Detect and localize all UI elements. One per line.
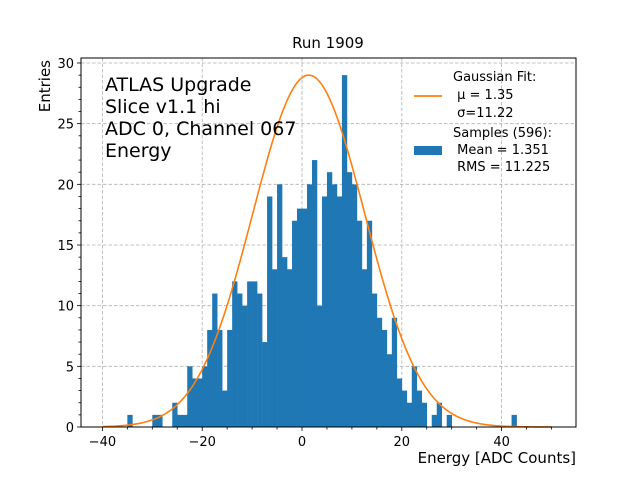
histogram-bar bbox=[376, 317, 383, 427]
axis-ticks: −40 −20 0 20 40 0 5 10 15 20 25 30 bbox=[57, 57, 552, 450]
histogram-bar bbox=[207, 329, 213, 427]
x-tick-label: 20 bbox=[394, 435, 411, 450]
x-axis-label: Energy [ADC Counts] bbox=[418, 449, 576, 467]
y-tick-label: 10 bbox=[57, 300, 74, 315]
annotation-box: ATLAS Upgrade Slice v1.1 hi ADC 0, Chann… bbox=[105, 74, 296, 162]
annotation-line: ATLAS Upgrade bbox=[105, 74, 251, 96]
y-axis-label: Entries bbox=[36, 60, 54, 112]
legend-fit-mu: μ = 1.35 bbox=[453, 88, 514, 103]
y-tick-label: 30 bbox=[57, 57, 74, 72]
histogram-bar bbox=[431, 414, 438, 427]
legend-fit-label: Gaussian Fit: bbox=[453, 70, 536, 85]
histogram-bar bbox=[297, 208, 303, 427]
histogram-bar bbox=[262, 342, 268, 427]
histogram-bar bbox=[187, 366, 193, 427]
histogram-bar bbox=[247, 281, 253, 427]
histogram-bar bbox=[172, 402, 178, 427]
histogram-bar bbox=[391, 317, 398, 427]
histogram-bar bbox=[356, 220, 363, 427]
gaussian-fit-curve bbox=[102, 74, 552, 428]
x-tick-label: 40 bbox=[493, 435, 510, 450]
histogram-bar bbox=[177, 414, 183, 427]
histogram-bar bbox=[257, 293, 263, 427]
histogram-bar bbox=[331, 184, 338, 427]
histogram-bar bbox=[232, 281, 238, 427]
y-tick-label: 25 bbox=[57, 118, 74, 133]
histogram-bar bbox=[351, 184, 358, 427]
histogram-bar bbox=[311, 160, 318, 428]
histogram-bar bbox=[381, 329, 388, 427]
histogram-bar bbox=[222, 390, 228, 427]
annotation-line: Slice v1.1 hi bbox=[105, 96, 221, 118]
histogram-bar bbox=[511, 414, 517, 427]
histogram-bar bbox=[152, 414, 158, 427]
histogram-bar bbox=[371, 293, 378, 427]
histogram-bar bbox=[411, 366, 418, 427]
histogram-bar bbox=[306, 184, 313, 427]
legend-samples-rms: RMS = 11.225 bbox=[453, 160, 550, 175]
histogram-bar bbox=[366, 220, 373, 427]
histogram-bar bbox=[272, 269, 278, 427]
x-tick-label: 0 bbox=[298, 435, 306, 450]
y-tick-label: 20 bbox=[57, 178, 74, 193]
y-tick-label: 5 bbox=[66, 360, 74, 375]
histogram-bar bbox=[182, 414, 188, 427]
y-tick-label: 15 bbox=[57, 239, 74, 254]
legend: Gaussian Fit: μ = 1.35 σ=11.22 Samples (… bbox=[414, 70, 552, 175]
histogram-bar bbox=[386, 354, 393, 427]
histogram-bar bbox=[282, 257, 288, 427]
histogram-bar bbox=[436, 402, 443, 427]
x-tick-label: −40 bbox=[89, 435, 116, 450]
histogram-bar bbox=[416, 390, 423, 427]
histogram-bar bbox=[446, 414, 452, 427]
histogram-bar bbox=[396, 378, 403, 427]
legend-samples-label: Samples (596): bbox=[453, 126, 552, 141]
axes-frame bbox=[80, 57, 577, 428]
histogram-bar bbox=[217, 329, 223, 427]
histogram-bar bbox=[212, 293, 218, 427]
histogram-bar bbox=[346, 172, 353, 427]
histogram-bar bbox=[336, 196, 343, 427]
annotation-line: Energy bbox=[105, 140, 172, 162]
histogram-bar bbox=[421, 402, 428, 427]
histogram-bar bbox=[406, 402, 413, 427]
histogram-bar bbox=[302, 208, 308, 427]
histogram-bar bbox=[192, 378, 198, 427]
histogram-bar bbox=[361, 269, 368, 427]
histogram-bar bbox=[316, 305, 323, 427]
histogram-bar bbox=[341, 75, 348, 427]
histogram-bar bbox=[292, 220, 298, 427]
y-tick-label: 0 bbox=[66, 421, 74, 436]
histogram-bar bbox=[127, 414, 133, 427]
histogram-bar bbox=[326, 172, 333, 427]
histogram-bar bbox=[287, 269, 293, 427]
histogram-bars bbox=[127, 75, 517, 428]
legend-fit-sigma: σ=11.22 bbox=[453, 106, 513, 121]
chart-title: Run 1909 bbox=[292, 34, 364, 52]
histogram-bar bbox=[237, 293, 243, 427]
annotation-line: ADC 0, Channel 067 bbox=[105, 118, 296, 140]
legend-samples-swatch bbox=[414, 146, 442, 155]
x-tick-label: −20 bbox=[188, 435, 215, 450]
histogram-bar bbox=[197, 378, 203, 427]
histogram-bar bbox=[321, 196, 328, 427]
histogram-bar bbox=[202, 366, 208, 427]
histogram-bar bbox=[401, 390, 408, 427]
legend-samples-mean: Mean = 1.351 bbox=[453, 143, 549, 158]
histogram-bar bbox=[242, 305, 248, 427]
histogram-bar bbox=[267, 196, 273, 427]
histogram-bar bbox=[252, 281, 258, 427]
histogram-bar bbox=[157, 414, 163, 427]
histogram-bar bbox=[277, 184, 283, 427]
histogram-bar bbox=[227, 329, 233, 427]
